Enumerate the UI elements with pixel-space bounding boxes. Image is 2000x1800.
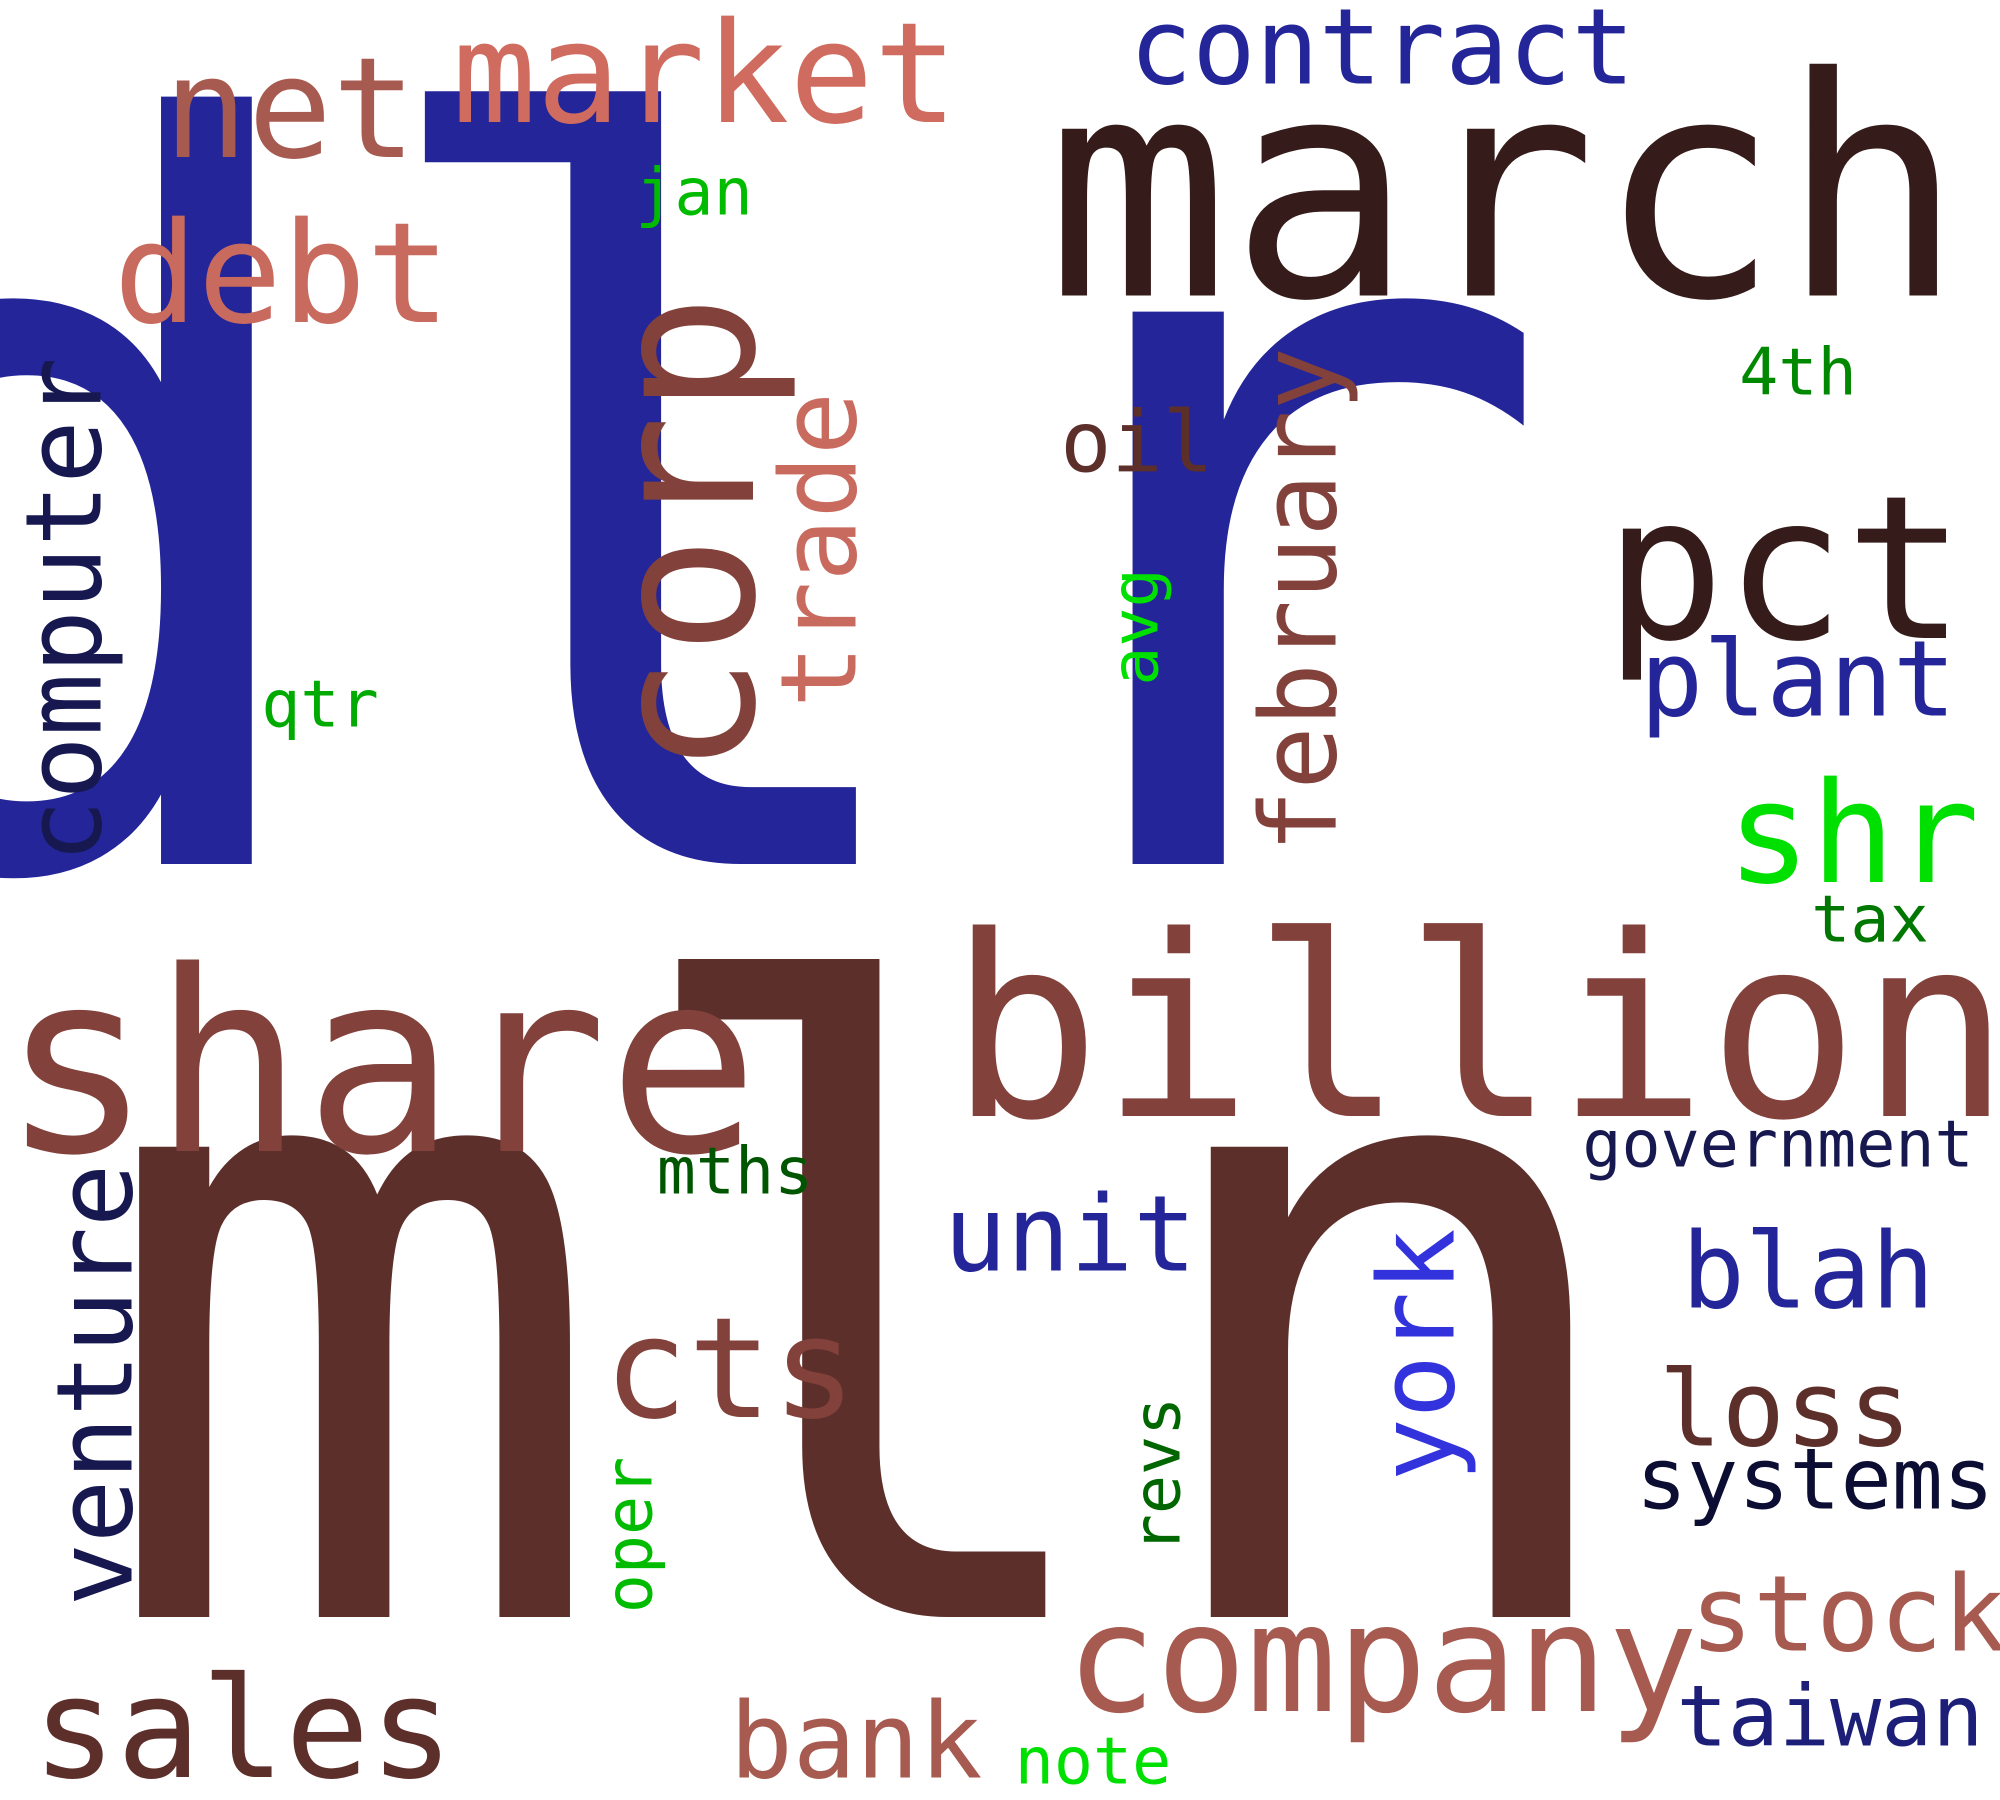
word-february: february [1238,347,1361,853]
word-venture: venture [34,1163,157,1607]
word-company: company [1065,1573,1699,1747]
word-tax: tax [1811,882,1929,958]
word-4th: 4th [1739,335,1857,411]
word-bank: bank [729,1680,983,1800]
word-systems: systems [1635,1430,1995,1530]
word-debt: debt [113,193,451,356]
word-government: government [1582,1107,1974,1183]
word-dlr: dlr [0,0,1563,1103]
word-billion: billion [948,883,2000,1176]
word-net: net [163,28,417,191]
word-shr: shr [1726,753,1980,916]
word-stock: stock [1689,1553,2000,1676]
word-contract: contract [1129,0,1635,109]
word-computer: computer [3,357,126,863]
word-sales: sales [32,1648,454,1800]
word-trade: trade [758,391,881,709]
word-qtr: qtr [261,667,379,743]
word-blah: blah [1681,1210,1935,1333]
word-loss: loss [1658,1348,1912,1471]
word-avg: avg [1098,568,1174,686]
word-market: market [452,0,958,156]
word-revs: revs [1120,1396,1196,1554]
word-march: march [1045,12,1965,368]
word-taiwan: taiwan [1676,1667,1984,1767]
word-unit: unit [943,1173,1197,1296]
word-plant: plant [1639,618,1957,741]
word-pct: pct [1604,453,1966,686]
word-note: note [1014,1724,1172,1800]
word-corp: corp [568,294,801,776]
word-mln: mln [93,819,1647,1800]
word-jan: jan [635,155,753,231]
word-oil: oil [1060,393,1214,493]
word-oper: oper [592,1456,668,1614]
word-share: share [0,918,760,1211]
word-mths: mths [656,1134,814,1210]
word-cts: cts [603,1288,857,1451]
word-york: york [1356,1228,1479,1482]
